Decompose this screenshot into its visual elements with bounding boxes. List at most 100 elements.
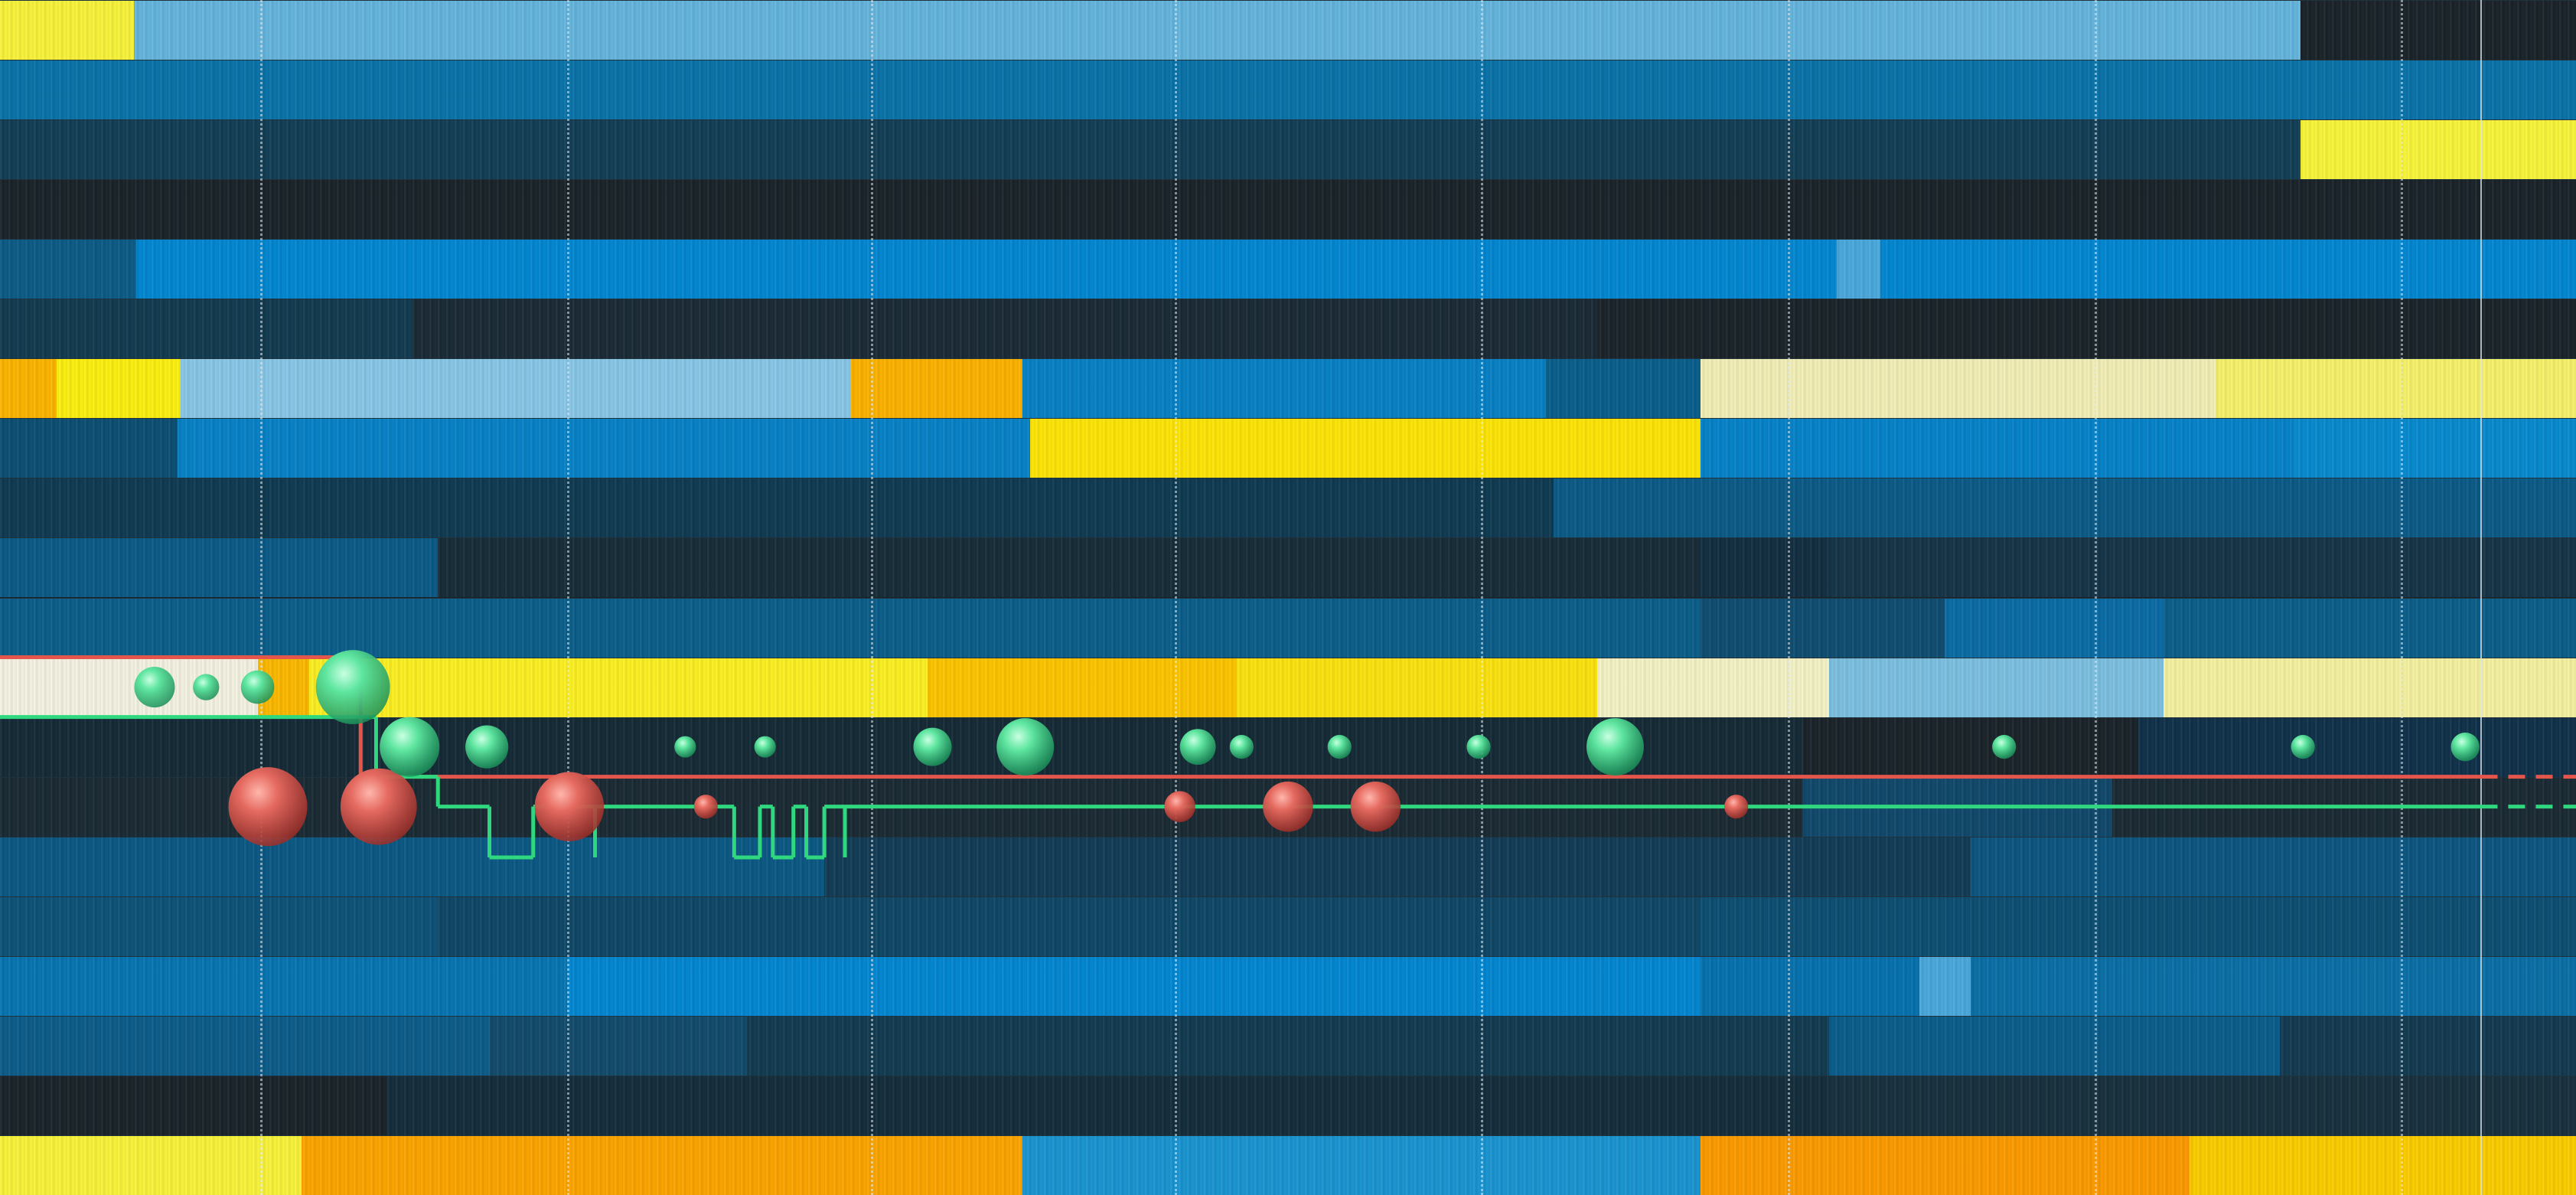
up-event-marker[interactable] (1229, 735, 1254, 759)
heatmap-segment (136, 240, 1837, 299)
heatmap-segment (2190, 1135, 2576, 1195)
down-event-marker[interactable] (1263, 781, 1313, 832)
heatmap-row[interactable] (0, 1135, 2576, 1195)
heatmap-segment (0, 598, 439, 658)
heatmap-segment (1700, 1135, 2191, 1195)
heatmap-segment (0, 1016, 491, 1076)
heatmap-segment (0, 120, 2301, 180)
heatmap-segment (2300, 1, 2576, 60)
up-event-marker[interactable] (1992, 735, 2017, 759)
heatmap-segment (747, 1016, 1830, 1076)
heatmap-segment (180, 359, 851, 419)
down-event-marker[interactable] (228, 767, 308, 847)
heatmap-segment (0, 180, 2576, 240)
heatmap-segment (1700, 956, 1920, 1016)
heatmap-row[interactable] (0, 1015, 2576, 1076)
down-event-marker[interactable] (1164, 791, 1195, 822)
heatmap-row[interactable] (0, 358, 2576, 419)
up-event-marker[interactable] (240, 670, 275, 704)
heatmap-row[interactable] (0, 836, 2576, 896)
up-event-marker[interactable] (193, 674, 220, 700)
down-event-marker[interactable] (1350, 781, 1401, 832)
heatmap-segment (438, 896, 1701, 956)
down-event-marker[interactable] (340, 768, 417, 845)
heatmap-segment (849, 359, 1024, 419)
heatmap-segment (1022, 1135, 1701, 1195)
up-event-marker[interactable] (1327, 735, 1352, 759)
heatmap-row[interactable] (0, 119, 2576, 180)
heatmap-segment (1828, 538, 2576, 598)
up-event-marker[interactable] (2291, 735, 2315, 759)
heatmap-segment (308, 658, 928, 717)
trace-lines (0, 655, 2576, 860)
up-event-marker[interactable] (315, 650, 390, 724)
heatmap-segment (1700, 598, 1946, 658)
heatmap-row[interactable] (0, 896, 2576, 956)
heatmap-segment (2300, 120, 2576, 180)
heatmap-segment (0, 896, 439, 956)
up-event-marker[interactable] (913, 727, 952, 766)
heatmap-segment (0, 1135, 302, 1195)
heatmap-segment (1700, 419, 2294, 478)
up-event-marker[interactable] (465, 725, 509, 769)
heatmap-segment (0, 359, 58, 419)
down-event-marker[interactable] (1724, 795, 1749, 819)
heatmap-segment (1970, 956, 2576, 1016)
heatmap-segment (0, 717, 1805, 777)
heatmap-segment (2137, 717, 2576, 777)
heatmap-segment (2164, 658, 2576, 717)
heatmap-segment (1970, 837, 2576, 896)
heatmap-segment (1803, 717, 2139, 777)
up-event-marker[interactable] (996, 718, 1055, 776)
down-event-marker[interactable] (534, 772, 605, 841)
up-event-marker[interactable] (674, 736, 696, 758)
heatmap-segment (1022, 359, 1547, 419)
heatmap-row[interactable] (0, 60, 2576, 120)
down-event-marker[interactable] (693, 795, 718, 819)
up-event-marker[interactable] (134, 667, 175, 708)
heatmap-segment (1945, 598, 2165, 658)
heatmap-segment (2164, 598, 2576, 658)
heatmap-segment (1828, 1016, 2281, 1076)
up-event-marker[interactable] (2450, 732, 2480, 762)
heatmap-segment (57, 359, 181, 419)
heatmap-row[interactable] (0, 418, 2576, 478)
heatmap-segment (0, 1, 135, 60)
up-event-marker[interactable] (1586, 718, 1644, 776)
heatmap-segment (489, 1016, 748, 1076)
heatmap-row[interactable] (0, 1075, 2576, 1135)
heatmap-row[interactable] (0, 478, 2576, 538)
heatmap-segment (438, 598, 1701, 658)
heatmap-row[interactable] (0, 239, 2576, 299)
heatmap-segment (1553, 478, 2576, 538)
heatmap-segment (386, 1076, 1830, 1135)
heatmap-segment (1596, 299, 2576, 359)
heatmap-row[interactable] (0, 179, 2576, 240)
heatmap-row[interactable] (0, 537, 2576, 598)
up-event-marker[interactable] (754, 736, 776, 758)
heatmap-segment (0, 658, 259, 717)
heatmap-segment (301, 1135, 1024, 1195)
heatmap-row[interactable] (0, 299, 2576, 359)
up-event-marker[interactable] (380, 717, 440, 777)
heatmap-segment (0, 240, 138, 299)
heatmap-segment (927, 658, 1237, 717)
heatmap-segment (1700, 896, 2576, 956)
green-trace-solid (0, 715, 2481, 860)
heatmap-row[interactable] (0, 597, 2576, 658)
heatmap-segment (566, 956, 1701, 1016)
heatmap-segment (1236, 658, 1598, 717)
heatmap-row[interactable] (0, 955, 2576, 1016)
heatmap-segment (2279, 1016, 2576, 1076)
up-event-marker[interactable] (1466, 735, 1491, 759)
heatmap-segment (0, 837, 826, 896)
heatmap-segment (0, 419, 179, 478)
up-event-marker[interactable] (1179, 729, 1216, 766)
heatmap-row[interactable] (0, 0, 2576, 60)
heatmap-segment (1596, 658, 1830, 717)
heatmap-segment (1030, 419, 1701, 478)
heatmap-segment (1700, 359, 2216, 419)
heatmap-segment (0, 956, 568, 1016)
